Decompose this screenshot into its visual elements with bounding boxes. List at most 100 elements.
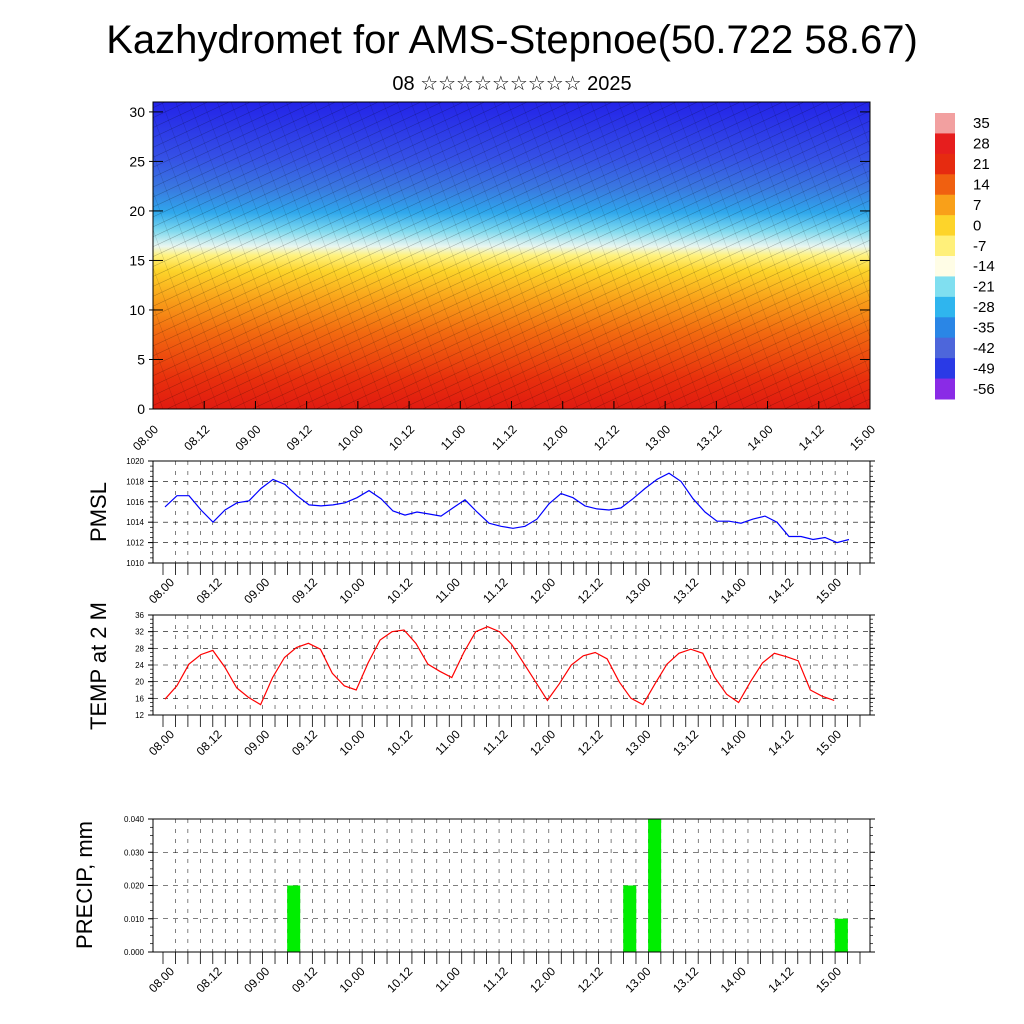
x-tick-label: 09.12 [284,422,315,453]
x-tick-label: 09.12 [289,727,320,758]
x-tick-label: 11.12 [480,575,511,606]
pmsl-grid [153,461,870,563]
x-tick-label: 11.00 [438,422,469,453]
y-tick-label: 20 [129,203,145,219]
x-tick-label: 11.00 [432,727,463,758]
colorbar-label: 7 [973,197,981,214]
y-tick-label: 1012 [126,539,144,548]
x-tick-label: 11.12 [480,964,511,995]
x-tick-label: 08.00 [130,422,161,453]
x-tick-label: 11.12 [480,727,511,758]
x-tick-label: 14.12 [765,727,796,758]
precip-panel: 0.000 0.010 0.020 0.030 0.040 08.00 08.12 09.0… [72,815,875,995]
x-tick-label: 13.12 [670,575,701,606]
y-tick-label: 25 [129,153,145,169]
x-tick-label: 11.00 [432,575,463,606]
colorbar-label: -42 [973,340,995,357]
y-tick-label: 24 [135,661,144,670]
colorbar-swatch [935,153,955,175]
colorbar-swatch [935,174,955,196]
colorbar-label: -49 [973,360,995,377]
heatmap-panel: 0 5 10 15 20 25 30 08.00 08.12 09.00 09.12 10.00 10… [129,101,878,453]
colorbar-label: 35 [973,115,990,132]
x-tick-label: 14.12 [765,575,796,606]
page-title: Kazhydromet for AMS-Stepnoe(50.722 58.67… [106,18,918,62]
precip-bar [648,819,662,952]
y-tick-label: 1016 [126,498,144,507]
x-tick-label: 08.00 [146,575,177,606]
x-tick-label: 10.00 [337,727,368,758]
y-tick-label: 5 [137,351,145,367]
temp-panel: 12 16 20 24 28 32 36 08.00 08.12 09.00 09.12 10.00… [86,602,875,758]
x-tick-label: 13.12 [670,964,701,995]
colorbar-swatch [935,358,955,380]
colorbar-label: -14 [973,258,995,275]
x-tick-label: 09.00 [241,575,272,606]
y-tick-label: 0 [137,401,145,417]
y-tick-label: 12 [135,711,144,720]
colorbar-label: 0 [973,217,981,234]
y-tick-label: 36 [135,611,144,620]
x-tick-label: 08.00 [146,964,177,995]
pmsl-y-axis: 1010 1012 1014 1016 1018 1020 [126,457,875,568]
x-tick-label: 14.12 [796,422,827,453]
temp-y-axis: 12 16 20 24 28 32 36 [135,611,875,720]
x-tick-label: 09.00 [241,727,272,758]
colorbar-swatch [935,194,955,216]
colorbar-swatch [935,378,955,400]
y-tick-label: 0.010 [124,915,145,924]
x-tick-label: 15.00 [813,575,844,606]
y-tick-label: 0.040 [124,815,145,824]
pmsl-x-axis: 08.00 08.12 09.00 09.12 10.00 10.12 11.00 11.12… [146,563,861,606]
x-tick-label: 14.12 [765,964,796,995]
precip-bar [834,918,848,952]
colorbar-swatch [935,215,955,237]
pmsl-panel: 1010 1012 1014 1016 1018 1020 08.00 08.12 09.00… [86,457,875,606]
precip-x-axis: 08.00 08.12 09.00 09.12 10.00 10.12 11.00 11.12… [146,952,861,995]
colorbar-swatch [935,317,955,339]
x-tick-label: 14.00 [718,575,749,606]
x-tick-label: 09.12 [289,575,320,606]
y-tick-label: 32 [135,628,144,637]
x-tick-label: 15.00 [813,727,844,758]
x-tick-label: 13.00 [622,964,653,995]
page-subtitle: 08 ☆☆☆☆☆☆☆☆☆ 2025 [392,73,632,95]
x-tick-label: 13.00 [622,575,653,606]
y-tick-label: 10 [129,302,145,318]
pmsl-series-line [164,472,850,544]
temp-x-axis: 08.00 08.12 09.00 09.12 10.00 10.12 11.00 11.12… [146,715,861,758]
x-tick-label: 12.12 [575,575,606,606]
y-tick-label: 1020 [126,457,144,466]
x-tick-label: 10.00 [337,964,368,995]
colorbar-swatch [935,113,955,134]
y-tick-label: 1010 [126,559,144,568]
colorbar-label: -21 [973,279,995,296]
colorbar-swatch [935,276,955,298]
x-tick-label: 12.00 [540,422,571,453]
y-tick-label: 28 [135,644,144,653]
x-tick-label: 12.00 [527,964,558,995]
colorbar-swatch [935,235,955,257]
y-tick-label: 0.000 [124,948,145,957]
temp-grid [153,615,870,715]
colorbar-label: -28 [973,299,995,316]
x-tick-label: 10.00 [335,422,366,453]
x-tick-label: 14.00 [745,422,776,453]
x-tick-label: 13.12 [670,727,701,758]
x-tick-label: 11.12 [489,422,520,453]
x-tick-label: 12.00 [527,575,558,606]
precip-grid [153,819,870,952]
x-tick-label: 08.12 [181,422,212,453]
x-tick-label: 08.12 [194,727,225,758]
x-tick-label: 10.12 [384,964,415,995]
colorbar: 35 28 21 14 7 0 -7 -14 -21 -28 -35 -42 -49 -56 [935,113,995,400]
x-tick-label: 15.00 [813,964,844,995]
x-tick-label: 13.00 [622,727,653,758]
colorbar-label: 14 [973,177,990,194]
colorbar-label: -7 [973,238,986,255]
x-tick-label: 09.12 [289,964,320,995]
colorbar-label: 21 [973,156,990,173]
x-tick-label: 08.12 [194,575,225,606]
y-tick-label: 16 [135,694,144,703]
